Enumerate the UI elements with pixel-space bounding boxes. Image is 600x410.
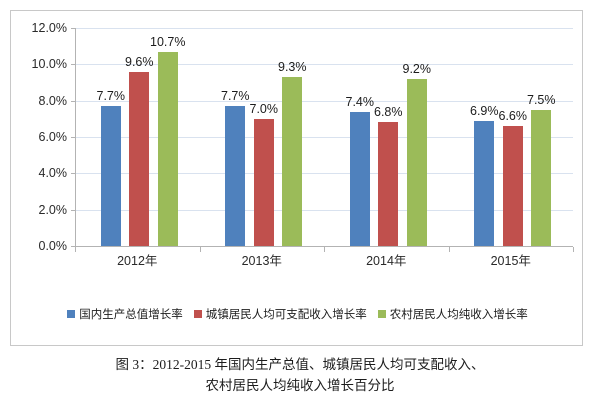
y-tick-label: 0.0% [38,239,68,253]
y-tick-label: 4.0% [38,166,68,181]
x-tick-mark [448,247,450,252]
bar-2013年-series-3[interactable] [282,77,303,246]
x-category-label-2013年: 2013年 [241,254,282,268]
legend-item-label: 城镇居民人均可支配收入增长率 [205,309,367,321]
caption-line-2: 农村居民人均纯收入增长百分比 [205,377,395,393]
x-tick-mark [324,247,325,252]
bar-value-label: 9.6% [125,54,154,69]
legend-item-3[interactable]: 农村居民人均纯收入增长率 [377,306,528,322]
y-tick-label: 10.0% [31,57,67,72]
y-tick-mark [71,246,75,247]
y-tick-mark [71,28,75,29]
bar-2014年-series-3[interactable] [406,78,427,246]
y-tick-mark [71,137,75,138]
figure-caption: 图 3：2012-2015 年国内生产总值、城镇居民人均可支配收入、 农村居民人… [0,355,600,397]
bar-value-label: 10.7% [150,34,186,49]
bar-2015年-series-2[interactable] [502,126,523,246]
bar-value-label: 6.9% [470,103,499,118]
bar-value-label: 6.8% [374,105,403,120]
bar-value-label: 7.7% [221,89,250,104]
x-tick-mark [199,247,201,252]
y-tick-label: 2.0% [38,202,68,217]
x-category-label-2014年: 2014年 [366,254,407,268]
bar-value-label: 7.4% [345,94,375,109]
x-tick-mark [75,247,76,252]
bar-2014年-series-1[interactable] [349,111,370,246]
bar-value-label: 9.2% [402,61,432,76]
y-tick-mark [71,209,75,211]
plot-area: 7.7% 9.6% 10.7% 7.7% 7.0% 9.3% 7.4% 6.8% 9.2% 6.9… [71,28,574,252]
bar-value-label: 7.0% [249,101,279,116]
chart-container: 0.0% 2.0% 4.0% 6.0% 8.0% 10.0% 12.0% 7.7% 9.6% 1… [10,10,583,346]
gridline [75,100,573,102]
bar-value-label: 7.5% [527,92,556,107]
x-category-label-2015年: 2015年 [490,254,531,268]
bar-value-label: 7.7% [96,89,126,104]
bar-2012年-series-2[interactable] [129,71,150,246]
y-tick-mark [71,64,75,66]
bar-2012年-series-1[interactable] [100,106,121,246]
y-tick-mark [71,100,75,102]
legend-item-2[interactable]: 城镇居民人均可支配收入增长率 [193,306,367,322]
bar-2014年-series-2[interactable] [378,122,399,246]
legend-item-1[interactable]: 国内生产总值增长率 [67,306,183,322]
gridline [75,209,573,211]
chart-legend: 国内生产总值增长率 城镇居民人均可支配收入增长率 农村居民人均纯收入增长率 [11,306,584,322]
y-tick-mark [71,173,75,175]
y-tick-label: 8.0% [38,93,68,108]
gridline [75,64,573,66]
legend-color-swatch-icon [193,310,202,318]
bar-2013年-series-2[interactable] [253,118,274,246]
legend-color-swatch-icon [67,310,76,318]
bar-2015年-series-3[interactable] [531,109,552,246]
legend-item-label: 农村居民人均纯收入增长率 [389,309,528,321]
x-axis-line [75,246,573,247]
x-tick-mark [573,247,574,252]
caption-line-1: 图 3：2012-2015 年国内生产总值、城镇居民人均可支配收入、 [115,357,485,372]
legend-item-label: 国内生产总值增长率 [79,309,183,321]
bar-2015年-series-1[interactable] [474,120,495,246]
bar-value-label: 9.3% [278,60,307,75]
legend-color-swatch-icon [377,310,386,318]
gridline [75,28,573,29]
y-axis-line [75,28,76,246]
y-tick-label: 12.0% [31,21,67,35]
y-tick-label: 6.0% [38,130,68,144]
gridline [75,173,573,175]
bar-2013年-series-1[interactable] [225,106,246,246]
y-axis-labels: 0.0% 2.0% 4.0% 6.0% 8.0% 10.0% 12.0% [11,22,75,252]
gridline [75,137,573,138]
bar-value-label: 6.6% [498,109,528,124]
bar-2012年-series-3[interactable] [157,51,178,246]
x-category-label-2012年: 2012年 [117,254,158,268]
